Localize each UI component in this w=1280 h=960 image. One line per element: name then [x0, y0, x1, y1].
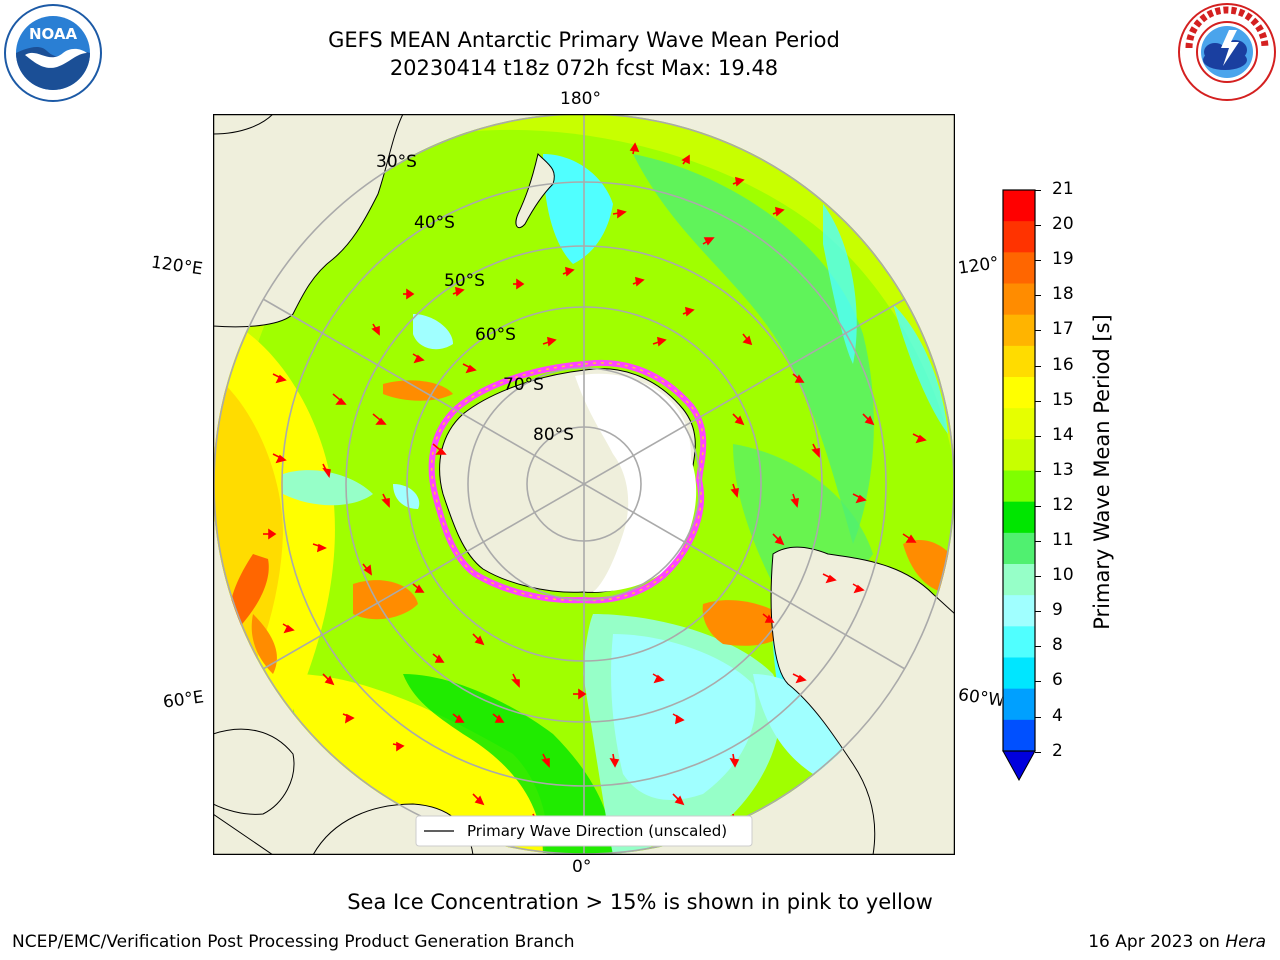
lat-label-40s: 40°S	[414, 213, 455, 233]
footer-left: NCEP/EMC/Verification Post Processing Pr…	[12, 932, 575, 952]
colorbar-tick-label: 4	[1052, 705, 1063, 726]
colorbar	[1002, 189, 1036, 785]
colorbar-frame	[1002, 189, 1036, 752]
footer-date: 16 Apr 2023 on	[1088, 932, 1226, 952]
colorbar-tick-mark	[1035, 470, 1041, 472]
colorbar-swatch	[1003, 719, 1035, 752]
lat-label-50s: 50°S	[444, 271, 485, 291]
colorbar-swatch	[1003, 190, 1035, 222]
colorbar-swatch	[1003, 221, 1035, 253]
colorbar-swatch	[1003, 252, 1035, 284]
colorbar-tick-label: 16	[1052, 354, 1074, 375]
wave-period-field	[213, 114, 955, 855]
colorbar-swatch	[1003, 283, 1035, 316]
colorbar-tick-mark	[1035, 435, 1041, 437]
footer-right: 16 Apr 2023 on Hera	[1088, 932, 1266, 952]
lon-label-bottom: 0°	[572, 857, 592, 877]
colorbar-swatch	[1003, 408, 1035, 440]
nws-logo	[1177, 2, 1277, 106]
title-line-2: 20230414 t18z 072h fcst Max: 19.48	[389, 56, 779, 80]
colorbar-label-wrap: Primary Wave Mean Period [s]	[1080, 314, 1124, 630]
map-legend-label: Primary Wave Direction (unscaled)	[467, 822, 728, 840]
colorbar-label: Primary Wave Mean Period [s]	[1090, 314, 1114, 630]
map-legend	[415, 815, 753, 847]
colorbar-tick-label: 12	[1052, 494, 1074, 515]
colorbar-extend-arrow	[1002, 750, 1036, 782]
colorbar-swatch	[1003, 314, 1035, 347]
south-america-land	[770, 546, 955, 855]
lat-label-60s: 60°S	[475, 325, 516, 345]
colorbar-swatch	[1003, 595, 1035, 627]
colorbar-tick-mark	[1035, 295, 1041, 297]
colorbar-swatch	[1003, 377, 1035, 409]
colorbar-swatch	[1003, 564, 1035, 596]
colorbar-tick-label: 13	[1052, 459, 1074, 480]
noaa-logo-text: NOAA	[29, 25, 78, 43]
colorbar-tick-label: 8	[1052, 635, 1063, 656]
colorbar-tick-mark	[1035, 611, 1041, 613]
map-frame	[212, 113, 956, 856]
lon-label-left-lower: 60°E	[161, 687, 206, 713]
colorbar-swatch	[1003, 501, 1035, 534]
sea-ice-white	[575, 373, 697, 592]
colorbar-tick-mark	[1035, 225, 1041, 227]
colorbar-tick-mark	[1035, 400, 1041, 402]
lat-label-70s: 70°S	[503, 375, 544, 395]
colorbar-tick-label: 19	[1052, 249, 1074, 270]
colorbar-tick-mark	[1035, 646, 1041, 648]
wave-direction-arrows	[263, 142, 927, 828]
australia-land	[213, 114, 404, 328]
colorbar-swatch	[1003, 345, 1035, 378]
colorbar-tick-mark	[1035, 260, 1041, 262]
lon-label-left-upper: 120°E	[149, 252, 204, 280]
colorbar-tick-label: 18	[1052, 284, 1074, 305]
colorbar-tick-label: 10	[1052, 565, 1074, 586]
colorbar-tick-label: 2	[1052, 740, 1063, 761]
colorbar-swatches	[1003, 190, 1035, 752]
colorbar-tick-label: 14	[1052, 424, 1074, 445]
sea-ice-annotation: Sea Ice Concentration > 15% is shown in …	[347, 890, 933, 914]
colorbar-tick-label: 20	[1052, 214, 1074, 235]
lon-label-top: 180°	[560, 89, 601, 109]
lat-label-80s: 80°S	[533, 425, 574, 445]
footer-machine: Hera	[1225, 932, 1266, 952]
colorbar-tick-label: 11	[1052, 530, 1074, 550]
map-panel	[212, 113, 956, 859]
colorbar-swatch	[1003, 439, 1035, 471]
lon-label-right-upper: 120°W	[956, 253, 1000, 279]
lon-label-right-lower: 60°W	[956, 685, 1004, 711]
colorbar-tick-mark	[1035, 330, 1041, 332]
colorbar-tick-label: 17	[1052, 319, 1074, 340]
colorbar-tick-label: 9	[1052, 600, 1063, 621]
colorbar-tick-mark	[1035, 681, 1041, 683]
colorbar-swatch	[1003, 470, 1035, 503]
colorbar-tick-mark	[1035, 190, 1041, 191]
colorbar-swatch	[1003, 626, 1035, 658]
new-zealand-land	[515, 153, 555, 229]
colorbar-tick-mark	[1035, 541, 1041, 542]
title-line-1: GEFS MEAN Antarctic Primary Wave Mean Pe…	[328, 28, 840, 52]
colorbar-tick-mark	[1035, 576, 1041, 578]
colorbar-tick-mark	[1035, 716, 1041, 718]
colorbar-swatch	[1003, 657, 1035, 690]
colorbar-tick-label: 6	[1052, 670, 1063, 691]
lat-label-30s: 30°S	[376, 152, 417, 172]
colorbar-swatch	[1003, 688, 1035, 721]
madagascar-land	[213, 728, 295, 815]
colorbar-tick-label: 21	[1052, 179, 1074, 199]
colorbar-tick-mark	[1035, 365, 1041, 367]
colorbar-tick-mark	[1035, 751, 1041, 753]
noaa-logo: NOAA	[3, 3, 103, 107]
map-svg	[212, 113, 956, 856]
colorbar-tick-mark	[1035, 505, 1041, 507]
colorbar-tick-label: 15	[1052, 389, 1074, 410]
colorbar-swatch	[1003, 532, 1035, 565]
